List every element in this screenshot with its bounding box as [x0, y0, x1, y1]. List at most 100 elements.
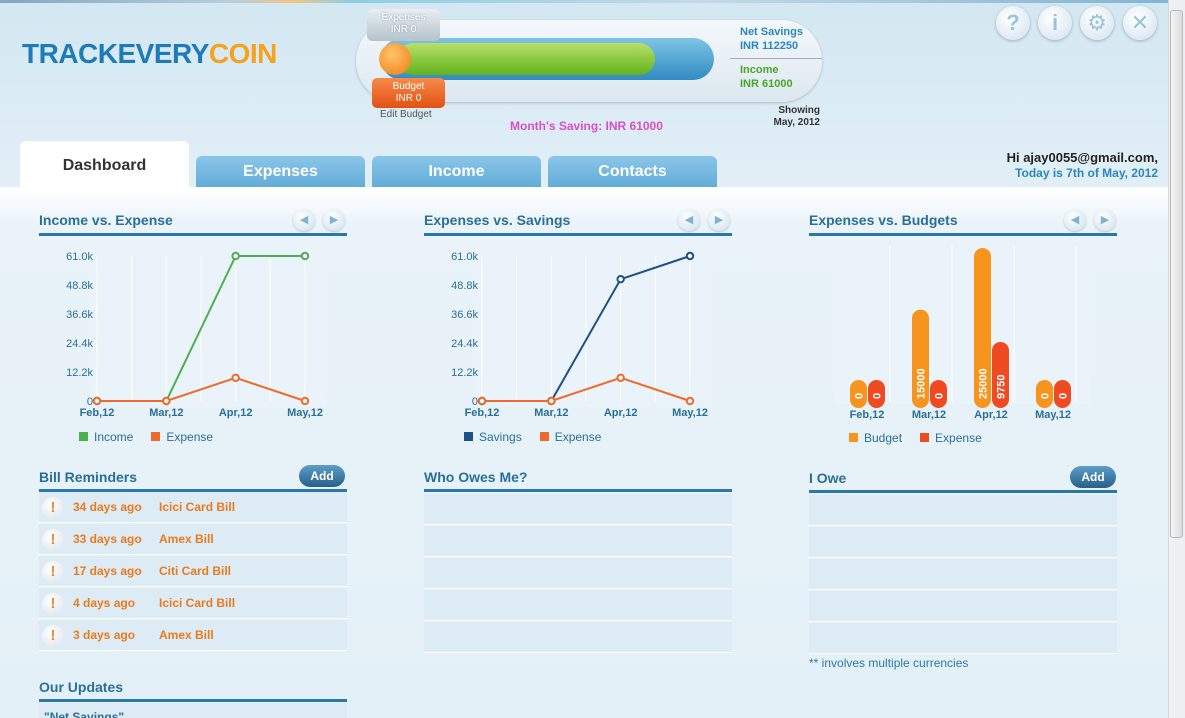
- income-value: INR 61000: [740, 78, 793, 90]
- title-underline: [424, 233, 732, 236]
- budget-value: INR 0: [395, 93, 422, 104]
- expenses-vs-savings-chart: Feb,12 Mar,12 Apr,12 May,12 0 12.2k 24.4k 36.6k…: [451, 246, 712, 419]
- title-underline: [809, 233, 1117, 236]
- title-underline: [39, 233, 347, 236]
- bar-label: 0: [872, 393, 884, 399]
- add-debt-button[interactable]: Add: [1070, 466, 1116, 488]
- y-tick-label: 0: [472, 396, 478, 408]
- top-strip: [0, 0, 1168, 3]
- y-tick-label: 48.8k: [451, 280, 478, 292]
- y-tick-label: 36.6k: [451, 309, 478, 321]
- showing-label: Showing: [778, 105, 820, 116]
- close-icon[interactable]: ✕: [1123, 6, 1157, 40]
- x-tick-label: Feb,12: [850, 409, 885, 421]
- budget-label: Budget: [392, 81, 425, 92]
- x-tick-label: Mar,12: [912, 409, 946, 421]
- tab-dashboard[interactable]: Dashboard: [20, 141, 189, 188]
- user-icon[interactable]: i: [1038, 6, 1072, 40]
- prev-arrow-icon[interactable]: ◀: [293, 209, 315, 231]
- bill-name[interactable]: Icici Card Bill: [159, 596, 236, 610]
- x-tick-label: May,12: [287, 407, 323, 419]
- expense-swatch: [151, 432, 161, 441]
- bar-label: 0: [854, 393, 866, 399]
- next-arrow-icon[interactable]: ▶: [323, 209, 345, 231]
- edit-budget-link[interactable]: Edit Budget: [380, 109, 432, 120]
- warning-icon: !: [42, 529, 64, 551]
- income-swatch: [79, 432, 88, 441]
- data-point: [231, 251, 240, 261]
- prev-arrow-icon[interactable]: ◀: [678, 209, 700, 231]
- net-savings-value: INR 112250: [740, 40, 799, 52]
- bar: [850, 380, 867, 408]
- legend-savings: Savings: [479, 430, 522, 444]
- warning-icon: !: [42, 497, 64, 519]
- list-row: [809, 495, 1117, 526]
- tab-expenses[interactable]: Expenses: [196, 156, 365, 188]
- bar-label: 9750: [996, 375, 1008, 399]
- showing-period: Showing May, 2012: [772, 105, 820, 129]
- data-point: [477, 396, 487, 406]
- prev-arrow-icon[interactable]: ◀: [1064, 209, 1086, 231]
- showing-value: May, 2012: [773, 117, 820, 128]
- plot-area: [835, 246, 1090, 404]
- expenses-value: INR 0: [390, 24, 417, 35]
- list-row: [424, 622, 732, 653]
- tab-income[interactable]: Income: [372, 156, 541, 188]
- bill-days-ago: 33 days ago: [73, 532, 142, 546]
- month-saving: Month's Saving: INR 61000: [510, 119, 663, 133]
- meter-fill: [397, 43, 655, 75]
- bill-days-ago: 17 days ago: [73, 564, 142, 578]
- expenses-vs-budgets-title: Expenses vs. Budgets: [809, 212, 958, 228]
- income-label: Income: [740, 64, 779, 76]
- scrollbar-thumb[interactable]: [1170, 10, 1183, 538]
- tab-contacts[interactable]: Contacts: [548, 156, 717, 188]
- bar-label: 0: [1040, 393, 1052, 399]
- logo-text-coin: COIN: [208, 38, 278, 69]
- bill-reminder-row[interactable]: ! 4 days ago Icici Card Bill: [39, 588, 347, 619]
- warning-icon: !: [42, 561, 64, 583]
- today-date: Today is 7th of May, 2012: [1015, 166, 1158, 180]
- user-greeting: Hi ajay0055@gmail.com,: [1006, 150, 1158, 165]
- expenses-bubble: Expenses INR 0: [367, 9, 440, 41]
- bill-reminder-row[interactable]: ! 3 days ago Amex Bill: [39, 620, 347, 651]
- bill-reminder-row[interactable]: ! 17 days ago Citi Card Bill: [39, 556, 347, 587]
- next-arrow-icon[interactable]: ▶: [708, 209, 730, 231]
- y-tick-label: 24.4k: [451, 338, 478, 350]
- bill-reminder-row[interactable]: ! 33 days ago Amex Bill: [39, 524, 347, 555]
- net-savings: Net Savings INR 112250: [740, 25, 803, 53]
- legend: Income Expense: [79, 430, 213, 444]
- expense-swatch: [539, 432, 549, 441]
- legend-expense: Expense: [166, 430, 214, 444]
- legend-income: Income: [94, 430, 134, 444]
- data-point: [685, 396, 695, 406]
- title-underline: [39, 699, 347, 702]
- bill-name[interactable]: Icici Card Bill: [159, 500, 236, 514]
- help-icon[interactable]: ?: [996, 6, 1030, 40]
- list-row: [424, 558, 732, 589]
- bill-reminder-row[interactable]: ! 34 days ago Icici Card Bill: [39, 492, 347, 523]
- data-point: [300, 396, 310, 406]
- list-row: [809, 591, 1117, 622]
- next-arrow-icon[interactable]: ▶: [1094, 209, 1116, 231]
- data-point: [92, 396, 102, 406]
- add-bill-button[interactable]: Add: [299, 465, 345, 487]
- expense-swatch: [920, 433, 930, 442]
- bill-name[interactable]: Amex Bill: [159, 628, 214, 642]
- x-tick-label: Feb,12: [80, 407, 115, 419]
- expenses-label: Expenses: [381, 12, 426, 23]
- bill-name[interactable]: Amex Bill: [159, 532, 214, 546]
- meter-indicator: [379, 43, 411, 75]
- list-row: [809, 559, 1117, 590]
- budget-bubble[interactable]: Budget INR 0: [372, 78, 445, 108]
- bar: [992, 341, 1009, 408]
- y-tick-label: 36.6k: [66, 309, 93, 321]
- warning-icon: !: [42, 593, 64, 615]
- logo[interactable]: TRACKEVERYCOIN: [22, 38, 277, 70]
- data-point: [685, 251, 695, 261]
- income-vs-expense-chart: Feb,12 Mar,12 Apr,12 May,12 0 12.2k 24.4k 36.6k…: [66, 246, 327, 419]
- gear-icon[interactable]: ⚙: [1080, 6, 1114, 40]
- legend-budget: Budget: [864, 431, 903, 445]
- plot-area: [89, 246, 327, 407]
- bill-name[interactable]: Citi Card Bill: [159, 564, 232, 578]
